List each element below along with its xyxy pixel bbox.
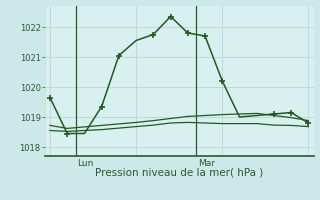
Text: Mar: Mar — [198, 159, 215, 168]
Text: Lun: Lun — [77, 159, 94, 168]
X-axis label: Pression niveau de la mer( hPa ): Pression niveau de la mer( hPa ) — [95, 167, 263, 177]
